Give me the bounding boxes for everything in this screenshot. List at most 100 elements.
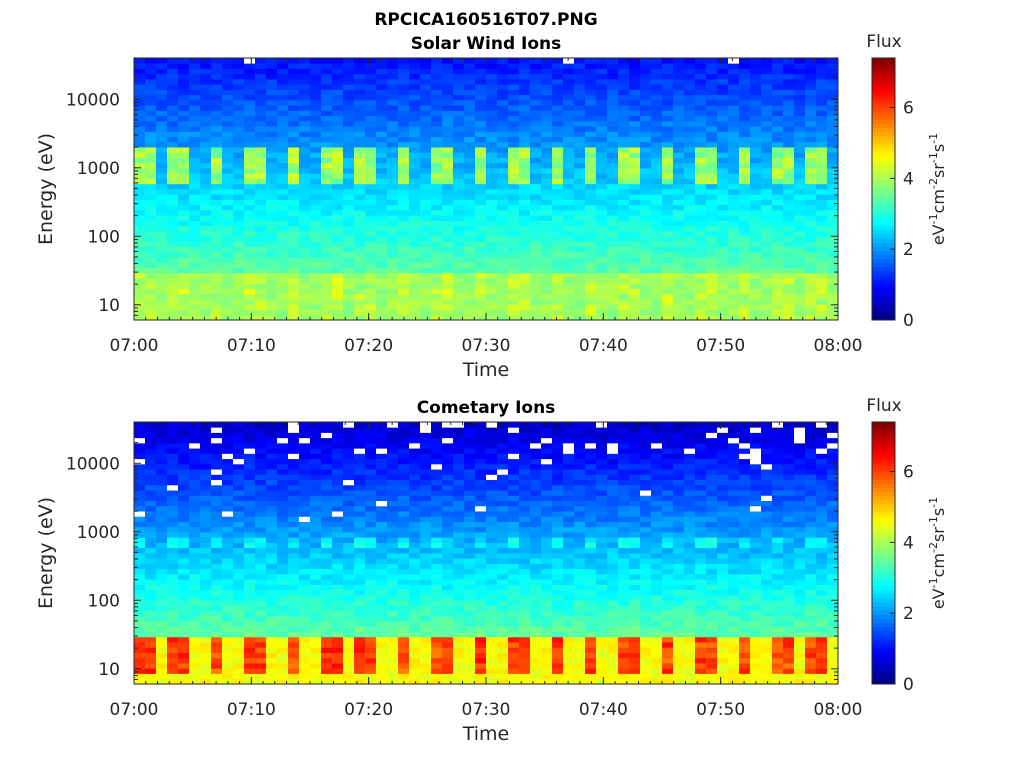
heatmap-cell bbox=[772, 120, 784, 127]
heatmap-cell bbox=[354, 272, 366, 279]
heatmap-cell bbox=[200, 189, 212, 195]
heatmap-cell bbox=[596, 262, 608, 268]
heatmap-cell bbox=[200, 563, 212, 570]
heatmap-cell bbox=[376, 84, 388, 90]
heatmap-cell bbox=[827, 309, 839, 316]
heatmap-cell bbox=[233, 215, 245, 221]
heatmap-cell bbox=[464, 257, 476, 263]
heatmap-cell bbox=[651, 141, 663, 148]
heatmap-cell bbox=[717, 199, 729, 206]
colorbar-segment bbox=[872, 123, 895, 129]
heatmap-cell bbox=[156, 58, 168, 64]
heatmap-cell bbox=[145, 314, 157, 321]
heatmap-cell bbox=[145, 678, 157, 685]
heatmap-cell bbox=[827, 152, 839, 158]
heatmap-cell bbox=[277, 147, 289, 153]
heatmap-cell bbox=[244, 209, 256, 216]
colorbar-segment bbox=[872, 287, 895, 292]
heatmap-cell bbox=[552, 642, 564, 648]
heatmap-cell bbox=[475, 314, 487, 321]
heatmap-cell bbox=[255, 204, 267, 211]
heatmap-cell bbox=[288, 152, 300, 158]
heatmap-cell bbox=[497, 299, 509, 305]
heatmap-cell bbox=[585, 152, 597, 158]
heatmap-cell bbox=[277, 110, 289, 117]
heatmap-cell bbox=[805, 131, 817, 137]
heatmap-cell bbox=[783, 262, 795, 268]
heatmap-cell bbox=[321, 600, 333, 606]
heatmap-cell bbox=[607, 636, 619, 643]
heatmap-cell bbox=[453, 131, 465, 137]
heatmap-cell bbox=[673, 563, 685, 570]
heatmap-cell bbox=[508, 636, 520, 643]
heatmap-cell bbox=[563, 236, 575, 242]
heatmap-cell bbox=[365, 105, 377, 111]
heatmap-cell bbox=[750, 178, 762, 185]
heatmap-cell bbox=[717, 673, 729, 680]
heatmap-cell bbox=[310, 168, 322, 174]
heatmap-cell bbox=[805, 199, 817, 206]
heatmap-cell bbox=[695, 584, 707, 591]
heatmap-cell bbox=[431, 589, 443, 596]
heatmap-cell bbox=[244, 162, 256, 169]
heatmap-cell bbox=[178, 178, 190, 185]
heatmap-cell bbox=[266, 84, 278, 90]
heatmap-cell bbox=[189, 115, 201, 122]
heatmap-cell bbox=[618, 215, 630, 221]
heatmap-cell bbox=[640, 631, 652, 638]
heatmap-cell bbox=[827, 99, 839, 106]
heatmap-cell bbox=[255, 610, 267, 617]
heatmap-cell bbox=[805, 257, 817, 263]
heatmap-cell bbox=[222, 584, 234, 591]
heatmap-cell bbox=[739, 105, 751, 111]
heatmap-cell bbox=[717, 157, 729, 164]
heatmap-cell bbox=[255, 68, 267, 75]
heatmap-cell bbox=[211, 84, 223, 90]
heatmap-cell bbox=[244, 626, 256, 632]
heatmap-cell bbox=[310, 631, 322, 638]
heatmap-cell bbox=[563, 204, 575, 211]
heatmap-cell bbox=[629, 126, 641, 132]
heatmap-cell bbox=[783, 600, 795, 606]
heatmap-cell bbox=[310, 262, 322, 268]
heatmap-cell bbox=[684, 157, 696, 164]
heatmap-cell bbox=[211, 73, 223, 80]
heatmap-cell bbox=[453, 115, 465, 122]
heatmap-cell bbox=[299, 126, 311, 132]
heatmap-cell bbox=[387, 605, 399, 612]
heatmap-cell bbox=[167, 194, 179, 200]
heatmap-cell bbox=[321, 278, 333, 284]
heatmap-cell bbox=[211, 636, 223, 643]
heatmap-cell bbox=[607, 131, 619, 137]
heatmap-cell bbox=[343, 209, 355, 216]
heatmap-cell bbox=[365, 668, 377, 674]
heatmap-cell bbox=[662, 663, 674, 669]
heatmap-cell bbox=[365, 199, 377, 206]
heatmap-cell bbox=[497, 257, 509, 263]
heatmap-cell bbox=[519, 251, 531, 258]
heatmap-cell bbox=[365, 110, 377, 117]
heatmap-cell bbox=[706, 162, 718, 169]
heatmap-cell bbox=[145, 194, 157, 200]
heatmap-cell bbox=[596, 136, 608, 143]
heatmap-cell bbox=[519, 131, 531, 137]
heatmap-cell bbox=[750, 105, 762, 111]
heatmap-cell bbox=[629, 199, 641, 206]
heatmap-cell bbox=[486, 293, 498, 300]
heatmap-cell bbox=[519, 600, 531, 606]
heatmap-cell bbox=[233, 152, 245, 158]
heatmap-cell bbox=[387, 657, 399, 664]
heatmap-cell bbox=[343, 568, 355, 575]
heatmap-cell bbox=[794, 589, 806, 596]
heatmap-cell bbox=[508, 220, 520, 227]
heatmap-cell bbox=[233, 299, 245, 305]
heatmap-cell bbox=[376, 293, 388, 300]
heatmap-cell bbox=[706, 168, 718, 174]
heatmap-cell bbox=[497, 272, 509, 279]
heatmap-cell bbox=[211, 220, 223, 227]
heatmap-cell bbox=[475, 257, 487, 263]
heatmap-cell bbox=[662, 594, 674, 601]
heatmap-cell bbox=[530, 278, 542, 284]
heatmap-cell bbox=[695, 283, 707, 289]
heatmap-cell bbox=[387, 183, 399, 190]
